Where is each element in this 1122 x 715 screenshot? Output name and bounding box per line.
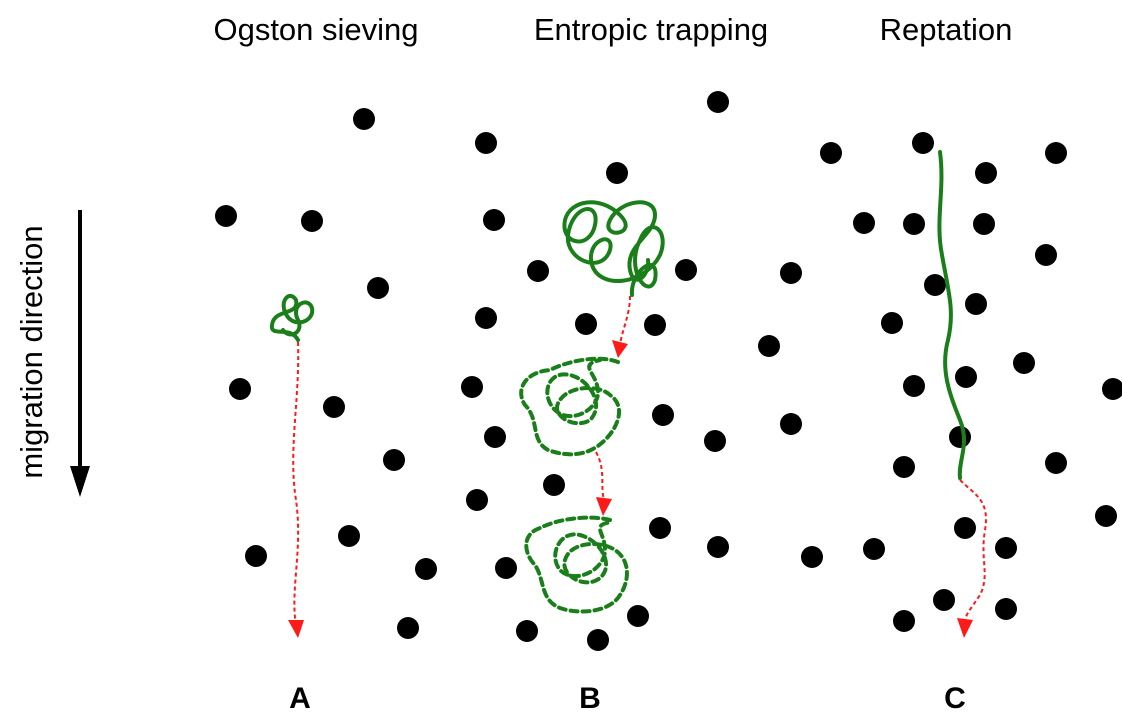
obstacle bbox=[801, 546, 823, 568]
obstacle bbox=[893, 610, 915, 632]
obstacle bbox=[1045, 452, 1067, 474]
obstacle bbox=[323, 396, 345, 418]
obstacle bbox=[383, 449, 405, 471]
obstacle bbox=[780, 262, 802, 284]
obstacle bbox=[758, 335, 780, 357]
obstacle bbox=[245, 545, 267, 567]
obstacle bbox=[495, 557, 517, 579]
trajectory bbox=[595, 451, 605, 501]
obstacle bbox=[1095, 505, 1117, 527]
obstacle bbox=[995, 537, 1017, 559]
panel-label: C bbox=[944, 682, 966, 715]
obstacle bbox=[484, 426, 506, 448]
obstacle bbox=[475, 132, 497, 154]
obstacle bbox=[903, 375, 925, 397]
obstacle bbox=[933, 589, 955, 611]
obstacle bbox=[475, 307, 497, 329]
panel-title: Ogston sieving bbox=[213, 12, 418, 47]
obstacle bbox=[903, 213, 925, 235]
obstacle bbox=[606, 162, 628, 184]
obstacle bbox=[516, 620, 538, 642]
obstacle bbox=[587, 629, 609, 651]
trajectory bbox=[959, 479, 987, 623]
obstacle bbox=[853, 212, 875, 234]
polymer-coil bbox=[519, 356, 621, 457]
obstacle bbox=[707, 91, 729, 113]
obstacle bbox=[704, 430, 726, 452]
obstacle bbox=[949, 426, 971, 448]
obstacle bbox=[353, 108, 375, 130]
obstacle bbox=[627, 605, 649, 627]
panel-title: Entropic trapping bbox=[534, 12, 768, 47]
obstacle bbox=[955, 366, 977, 388]
obstacle bbox=[461, 376, 483, 398]
obstacle bbox=[649, 517, 671, 539]
obstacle bbox=[780, 413, 802, 435]
obstacle bbox=[973, 213, 995, 235]
obstacle bbox=[1035, 244, 1057, 266]
polymer-coil bbox=[562, 200, 665, 297]
obstacle bbox=[675, 259, 697, 281]
obstacle bbox=[644, 314, 666, 336]
obstacle bbox=[912, 132, 934, 154]
obstacle bbox=[575, 313, 597, 335]
obstacle bbox=[466, 489, 488, 511]
obstacle bbox=[397, 617, 419, 639]
arrow-head bbox=[612, 340, 628, 358]
obstacle bbox=[483, 209, 505, 231]
obstacle bbox=[415, 558, 437, 580]
obstacle bbox=[338, 525, 360, 547]
panel-label: B bbox=[579, 682, 601, 715]
obstacle bbox=[1102, 378, 1122, 400]
arrow-head bbox=[957, 618, 973, 638]
obstacle bbox=[1045, 142, 1067, 164]
axis-label: migration direction bbox=[14, 225, 49, 478]
polymer-coil bbox=[269, 293, 315, 342]
obstacle bbox=[215, 205, 237, 227]
obstacle bbox=[863, 538, 885, 560]
obstacle bbox=[924, 274, 946, 296]
polymer-coil bbox=[524, 515, 629, 614]
trajectory bbox=[292, 341, 300, 626]
obstacles bbox=[215, 91, 1122, 651]
obstacle bbox=[543, 474, 565, 496]
obstacle bbox=[975, 162, 997, 184]
direction-arrow bbox=[70, 210, 90, 497]
arrow-head bbox=[596, 497, 612, 516]
obstacle bbox=[229, 378, 251, 400]
obstacle bbox=[707, 536, 729, 558]
obstacle bbox=[893, 456, 915, 478]
obstacle bbox=[820, 142, 842, 164]
obstacle bbox=[954, 517, 976, 539]
panel-label: A bbox=[289, 682, 311, 715]
obstacle bbox=[965, 293, 987, 315]
obstacle bbox=[995, 598, 1017, 620]
obstacle bbox=[301, 210, 323, 232]
polymer-chain bbox=[937, 150, 966, 480]
obstacle bbox=[367, 277, 389, 299]
obstacle bbox=[1013, 352, 1035, 374]
obstacle bbox=[527, 260, 549, 282]
obstacle bbox=[881, 312, 903, 334]
arrow-head bbox=[288, 620, 304, 638]
obstacle bbox=[652, 404, 674, 426]
panel-title: Reptation bbox=[880, 12, 1013, 47]
trajectory bbox=[619, 295, 631, 346]
